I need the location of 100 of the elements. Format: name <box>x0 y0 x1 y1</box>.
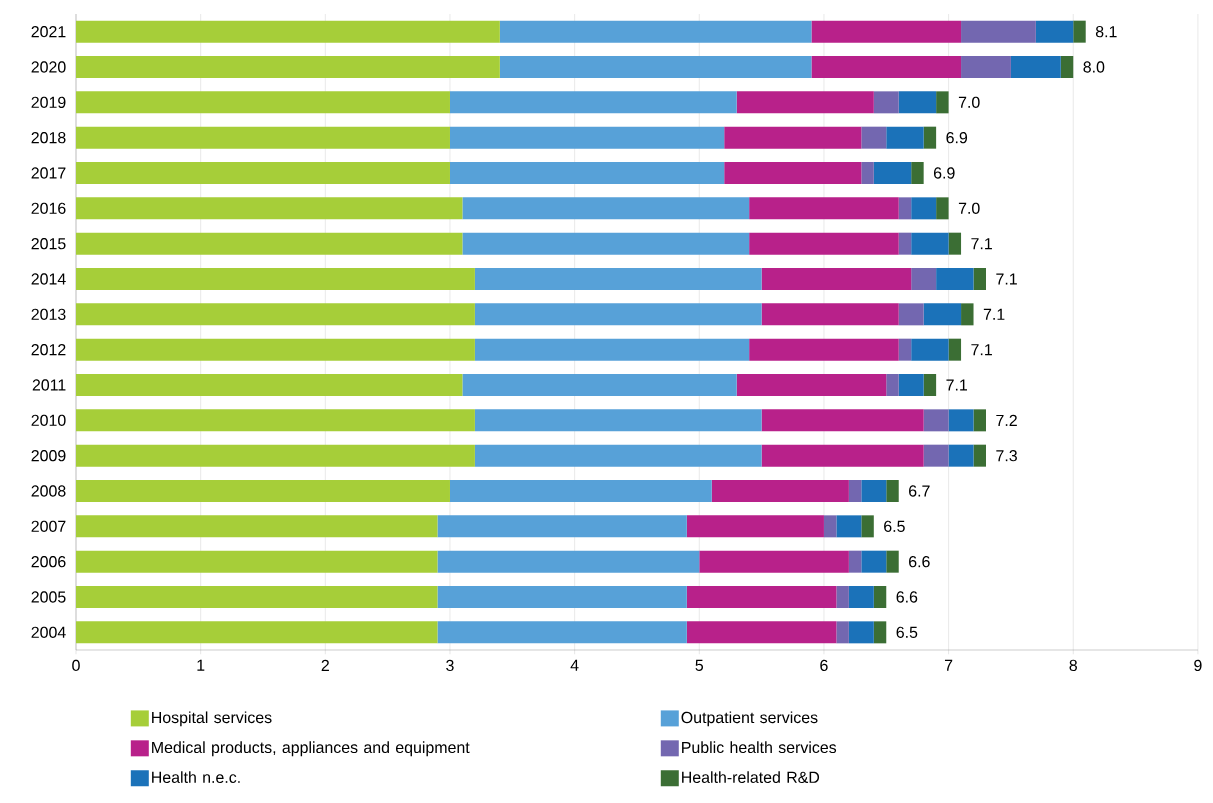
bar <box>811 20 962 43</box>
total-label: 7.0 <box>958 202 980 214</box>
bar <box>911 338 949 361</box>
bar <box>886 550 899 573</box>
bar <box>686 586 837 609</box>
bar <box>437 586 687 609</box>
bar <box>499 56 812 78</box>
total-label: 6.7 <box>909 485 930 497</box>
x-tick-label: 2 <box>321 659 329 671</box>
y-tick-label: 2004 <box>31 626 66 638</box>
bar <box>923 409 949 432</box>
total-label: 7.2 <box>996 414 1017 426</box>
total-label: 7.3 <box>996 450 1017 462</box>
bar <box>1073 20 1086 43</box>
bar <box>437 550 700 573</box>
y-tick-label: 2011 <box>32 379 66 391</box>
y-tick-label: 2014 <box>31 273 66 285</box>
bar <box>686 621 837 644</box>
bar <box>836 621 849 644</box>
y-tick-label: 2007 <box>31 520 66 532</box>
bar <box>948 338 962 361</box>
y-tick-label: 2015 <box>31 238 66 250</box>
bar <box>724 162 862 184</box>
y-tick-label: 2017 <box>31 167 66 179</box>
x-tick-label: 8 <box>1069 659 1077 672</box>
bar <box>76 56 500 78</box>
bar <box>761 303 899 326</box>
bar <box>936 91 949 114</box>
y-tick-label: 2021 <box>31 26 66 38</box>
bar <box>76 91 450 114</box>
bar <box>761 444 924 467</box>
bar <box>923 126 937 149</box>
bar <box>898 338 912 361</box>
y-tick-label: 2018 <box>31 132 66 144</box>
total-label: 7.1 <box>996 273 1017 285</box>
bar <box>686 515 824 538</box>
legend-label: Medical products, appliances and equipment <box>152 741 470 757</box>
bar <box>873 586 887 609</box>
bar <box>961 303 974 326</box>
bar <box>749 197 899 220</box>
x-tick-label: 7 <box>944 659 953 671</box>
bar <box>861 480 887 503</box>
bar <box>873 91 899 114</box>
total-label: 7.1 <box>983 308 1005 320</box>
x-tick-label: 9 <box>1194 659 1202 672</box>
total-label: 7.1 <box>946 379 968 391</box>
bar <box>861 550 887 573</box>
bar <box>873 621 887 644</box>
bar <box>462 374 737 396</box>
legend-label: Health n.e.c. <box>152 771 240 783</box>
bar <box>961 20 1036 43</box>
bar <box>973 409 986 432</box>
bar <box>848 621 874 644</box>
bar <box>76 162 450 184</box>
bar <box>474 444 762 467</box>
total-label: 8.1 <box>1095 26 1117 38</box>
x-tick-label: 0 <box>72 659 80 672</box>
legend-label: Public health services <box>682 741 837 754</box>
bar <box>749 338 899 361</box>
bar <box>973 444 986 467</box>
bar <box>724 126 862 149</box>
total-label: 6.9 <box>946 132 968 144</box>
bar <box>474 338 750 361</box>
bar <box>76 515 438 538</box>
bar <box>474 409 762 432</box>
bar <box>76 232 463 255</box>
bar <box>76 268 475 290</box>
bar <box>823 515 837 538</box>
bar <box>836 586 849 609</box>
bar <box>76 197 463 220</box>
bar <box>1035 20 1074 43</box>
bar <box>449 162 725 184</box>
bar <box>936 268 974 290</box>
total-label: 7.1 <box>971 238 992 250</box>
bar <box>898 91 937 114</box>
bar <box>736 91 874 114</box>
bar <box>861 126 887 149</box>
bar <box>761 268 912 290</box>
y-tick-label: 2019 <box>31 96 66 108</box>
bar <box>449 480 712 503</box>
y-tick-label: 2013 <box>31 308 66 320</box>
bar <box>462 197 750 220</box>
bar <box>499 20 812 43</box>
legend-label: Health-related R&D <box>682 771 820 783</box>
total-label: 7.1 <box>971 344 992 356</box>
bar <box>76 20 500 43</box>
total-label: 6.6 <box>909 556 930 568</box>
bar <box>76 338 475 361</box>
bar <box>811 56 962 78</box>
bar <box>886 374 899 396</box>
bar <box>911 162 924 184</box>
bar <box>861 515 874 538</box>
bar <box>886 480 899 503</box>
bar <box>474 268 762 290</box>
y-tick-label: 2009 <box>31 450 66 462</box>
bar <box>898 374 924 396</box>
bar <box>936 197 949 220</box>
y-tick-label: 2006 <box>31 556 66 568</box>
bar <box>848 550 862 573</box>
x-tick-label: 6 <box>820 659 828 672</box>
